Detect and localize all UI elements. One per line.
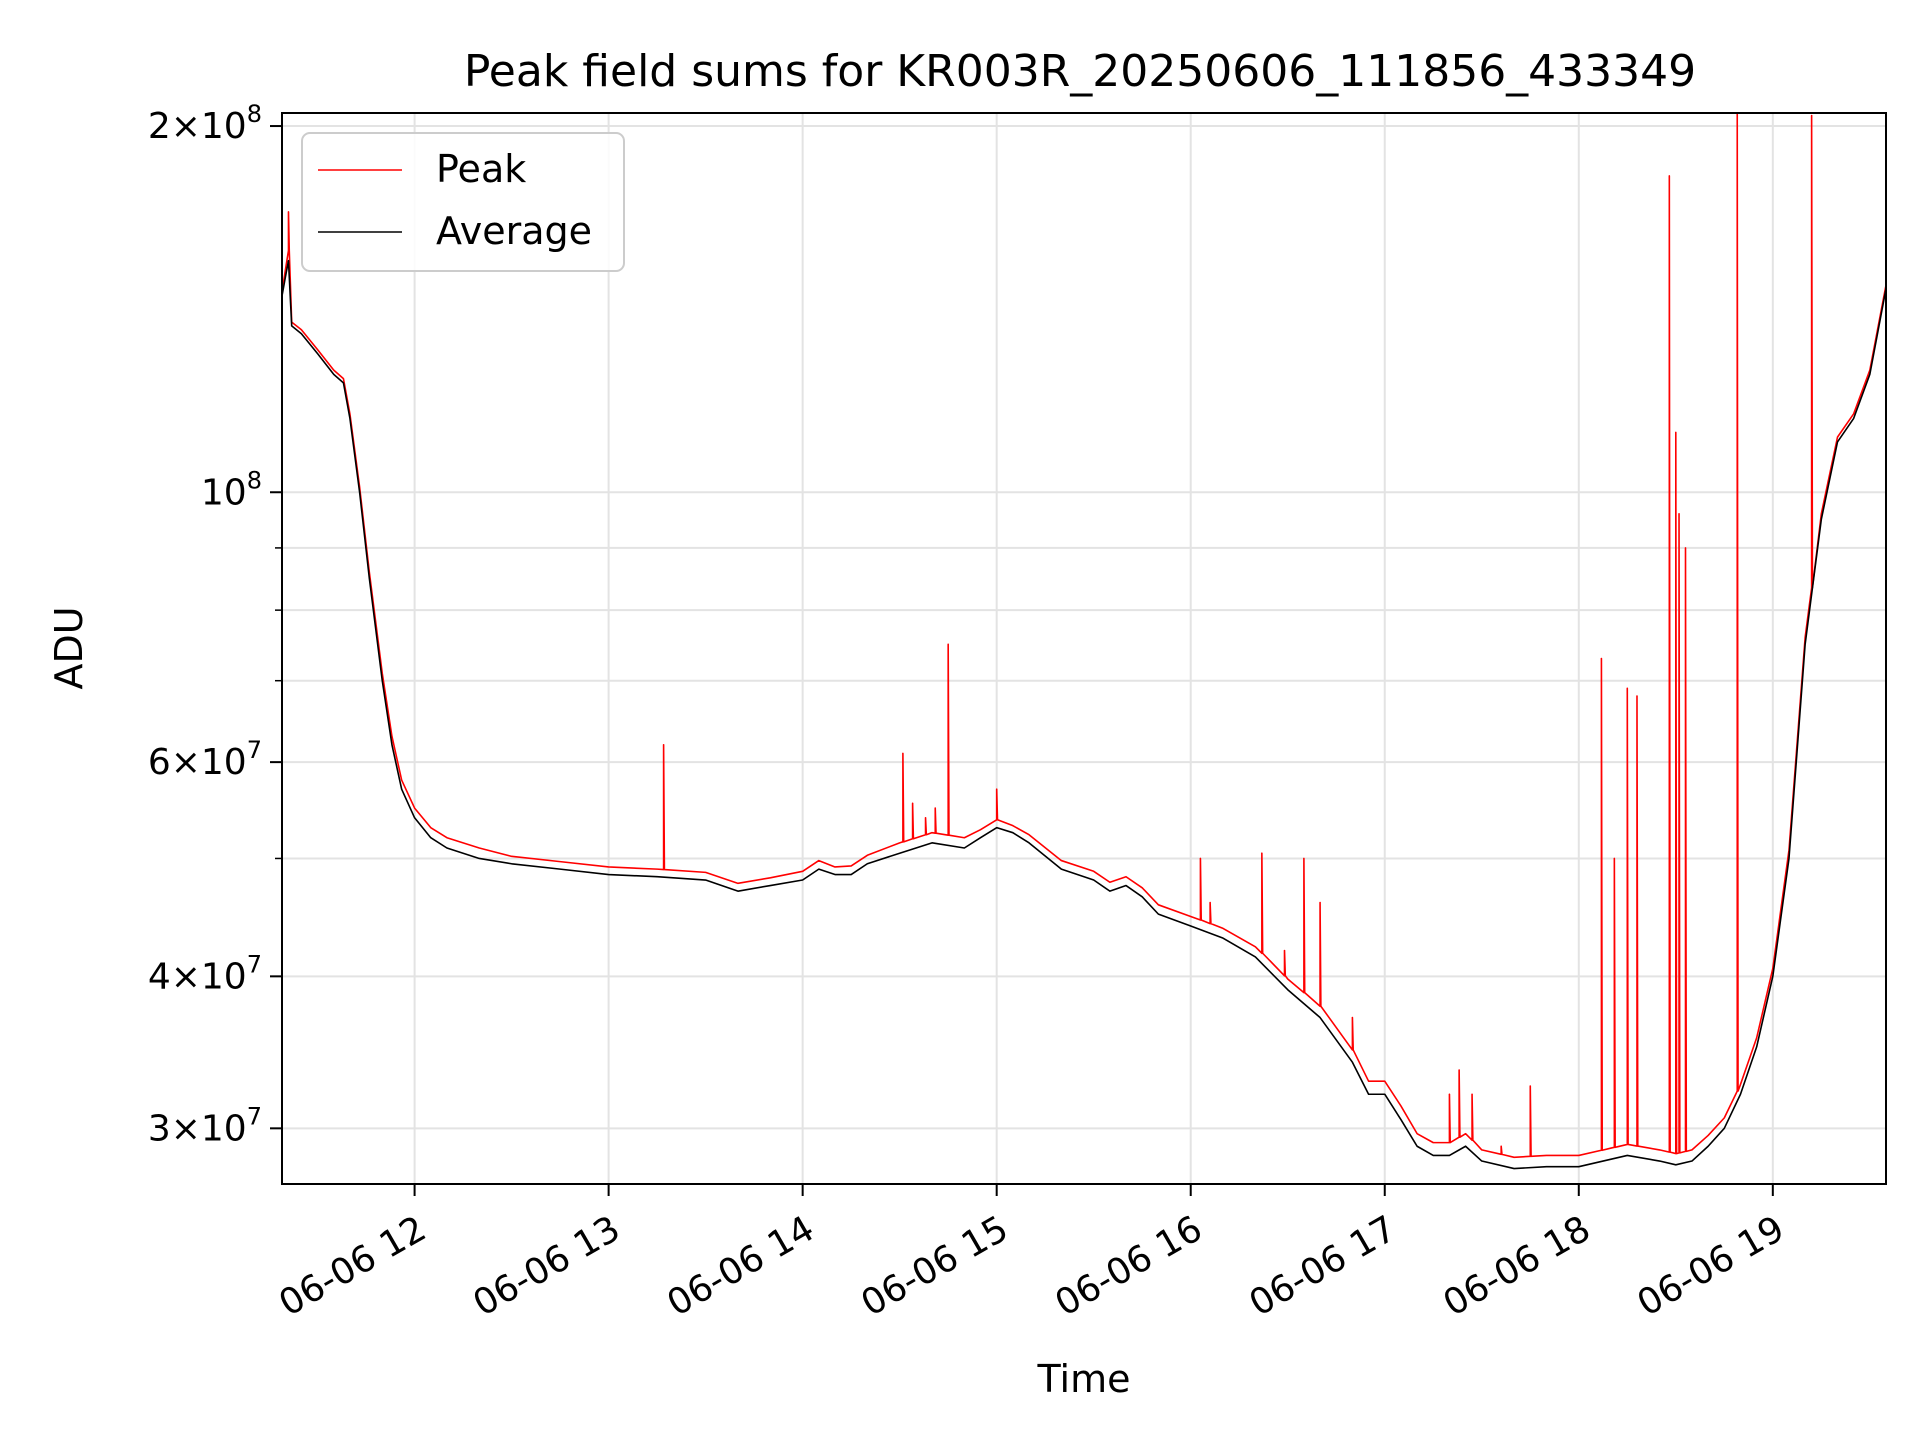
peak-spike-point <box>1668 175 1670 177</box>
y-tick-mantissa: 2 <box>148 106 171 147</box>
peak-spike-point <box>1613 857 1615 860</box>
peak-spike-point <box>1626 687 1628 689</box>
y-tick-mantissa: 3 <box>148 1108 171 1149</box>
legend-label-peak: Peak <box>436 147 526 191</box>
peak-spike-point <box>1636 695 1638 697</box>
y-tick-times: × <box>171 106 201 147</box>
peak-spike-point <box>1678 513 1680 515</box>
legend-box <box>301 132 625 272</box>
y-tick-exponent: 7 <box>247 736 262 764</box>
series-line-peak <box>282 113 1886 1159</box>
peak-spike-point <box>1199 857 1202 860</box>
y-tick-mantissa: 4 <box>148 956 171 997</box>
y-tick-mantissa: 6 <box>148 742 171 783</box>
y-tick-label: 3×107 <box>148 1102 262 1149</box>
plot-area <box>282 113 1886 1170</box>
y-axis-label: ADU <box>47 606 91 689</box>
y-tick-label: 2×108 <box>148 100 262 147</box>
peak-spike-point <box>924 817 927 819</box>
x-axis-label: Time <box>1037 1357 1131 1401</box>
peak-spike-point <box>1319 901 1321 904</box>
peak-spike-point <box>1500 1145 1502 1147</box>
peak-spike-point <box>912 802 914 804</box>
peak-spike-point <box>1675 431 1677 433</box>
y-tick-times: × <box>171 1108 201 1149</box>
peak-spike-point <box>996 788 998 790</box>
peak-spike-point <box>902 752 904 754</box>
legend: Peak Average <box>301 132 625 272</box>
y-tick-base: 10 <box>201 106 247 147</box>
chart-title: Peak field sums for KR003R_20250606_1118… <box>464 46 1696 97</box>
y-tick-base: 10 <box>201 1108 247 1149</box>
y-tick-label: 108 <box>201 466 262 513</box>
y-tick-exponent: 7 <box>247 1102 262 1130</box>
y-tick-label: 4×107 <box>148 950 262 997</box>
peak-spike-point <box>1529 1085 1531 1087</box>
peak-spike-point <box>662 744 665 746</box>
peak-spike-point <box>1811 114 1813 117</box>
y-tick-base: 10 <box>201 742 247 783</box>
legend-label-average: Average <box>436 209 592 253</box>
y-tick-exponent: 8 <box>247 100 262 128</box>
peak-spike-point <box>934 807 936 809</box>
y-tick-exponent: 7 <box>247 950 262 978</box>
peak-spike-point <box>1471 1093 1473 1095</box>
peak-spike-point <box>1684 547 1687 549</box>
y-tick-base: 10 <box>201 472 247 513</box>
peak-spike-point <box>1283 949 1286 952</box>
y-tick-times: × <box>171 742 201 783</box>
y-tick-exponent: 8 <box>247 466 262 494</box>
peak-spike-point <box>1303 857 1305 860</box>
peak-spike-point <box>1261 852 1263 854</box>
plot-frame <box>281 112 1887 1185</box>
peak-spike-point <box>1351 1016 1354 1019</box>
series-line-average <box>282 259 1886 1170</box>
peak-spike-point <box>1458 1069 1460 1071</box>
y-tick-times: × <box>171 956 201 997</box>
peak-spike-point <box>1448 1093 1451 1095</box>
y-tick-label: 6×107 <box>148 736 262 783</box>
peak-spike-point <box>1209 901 1211 904</box>
peak-spike-point <box>947 643 949 645</box>
y-tick-base: 10 <box>201 956 247 997</box>
peak-spike-point <box>287 211 290 213</box>
peak-spike-point <box>1600 657 1603 660</box>
grid <box>282 113 1886 1184</box>
